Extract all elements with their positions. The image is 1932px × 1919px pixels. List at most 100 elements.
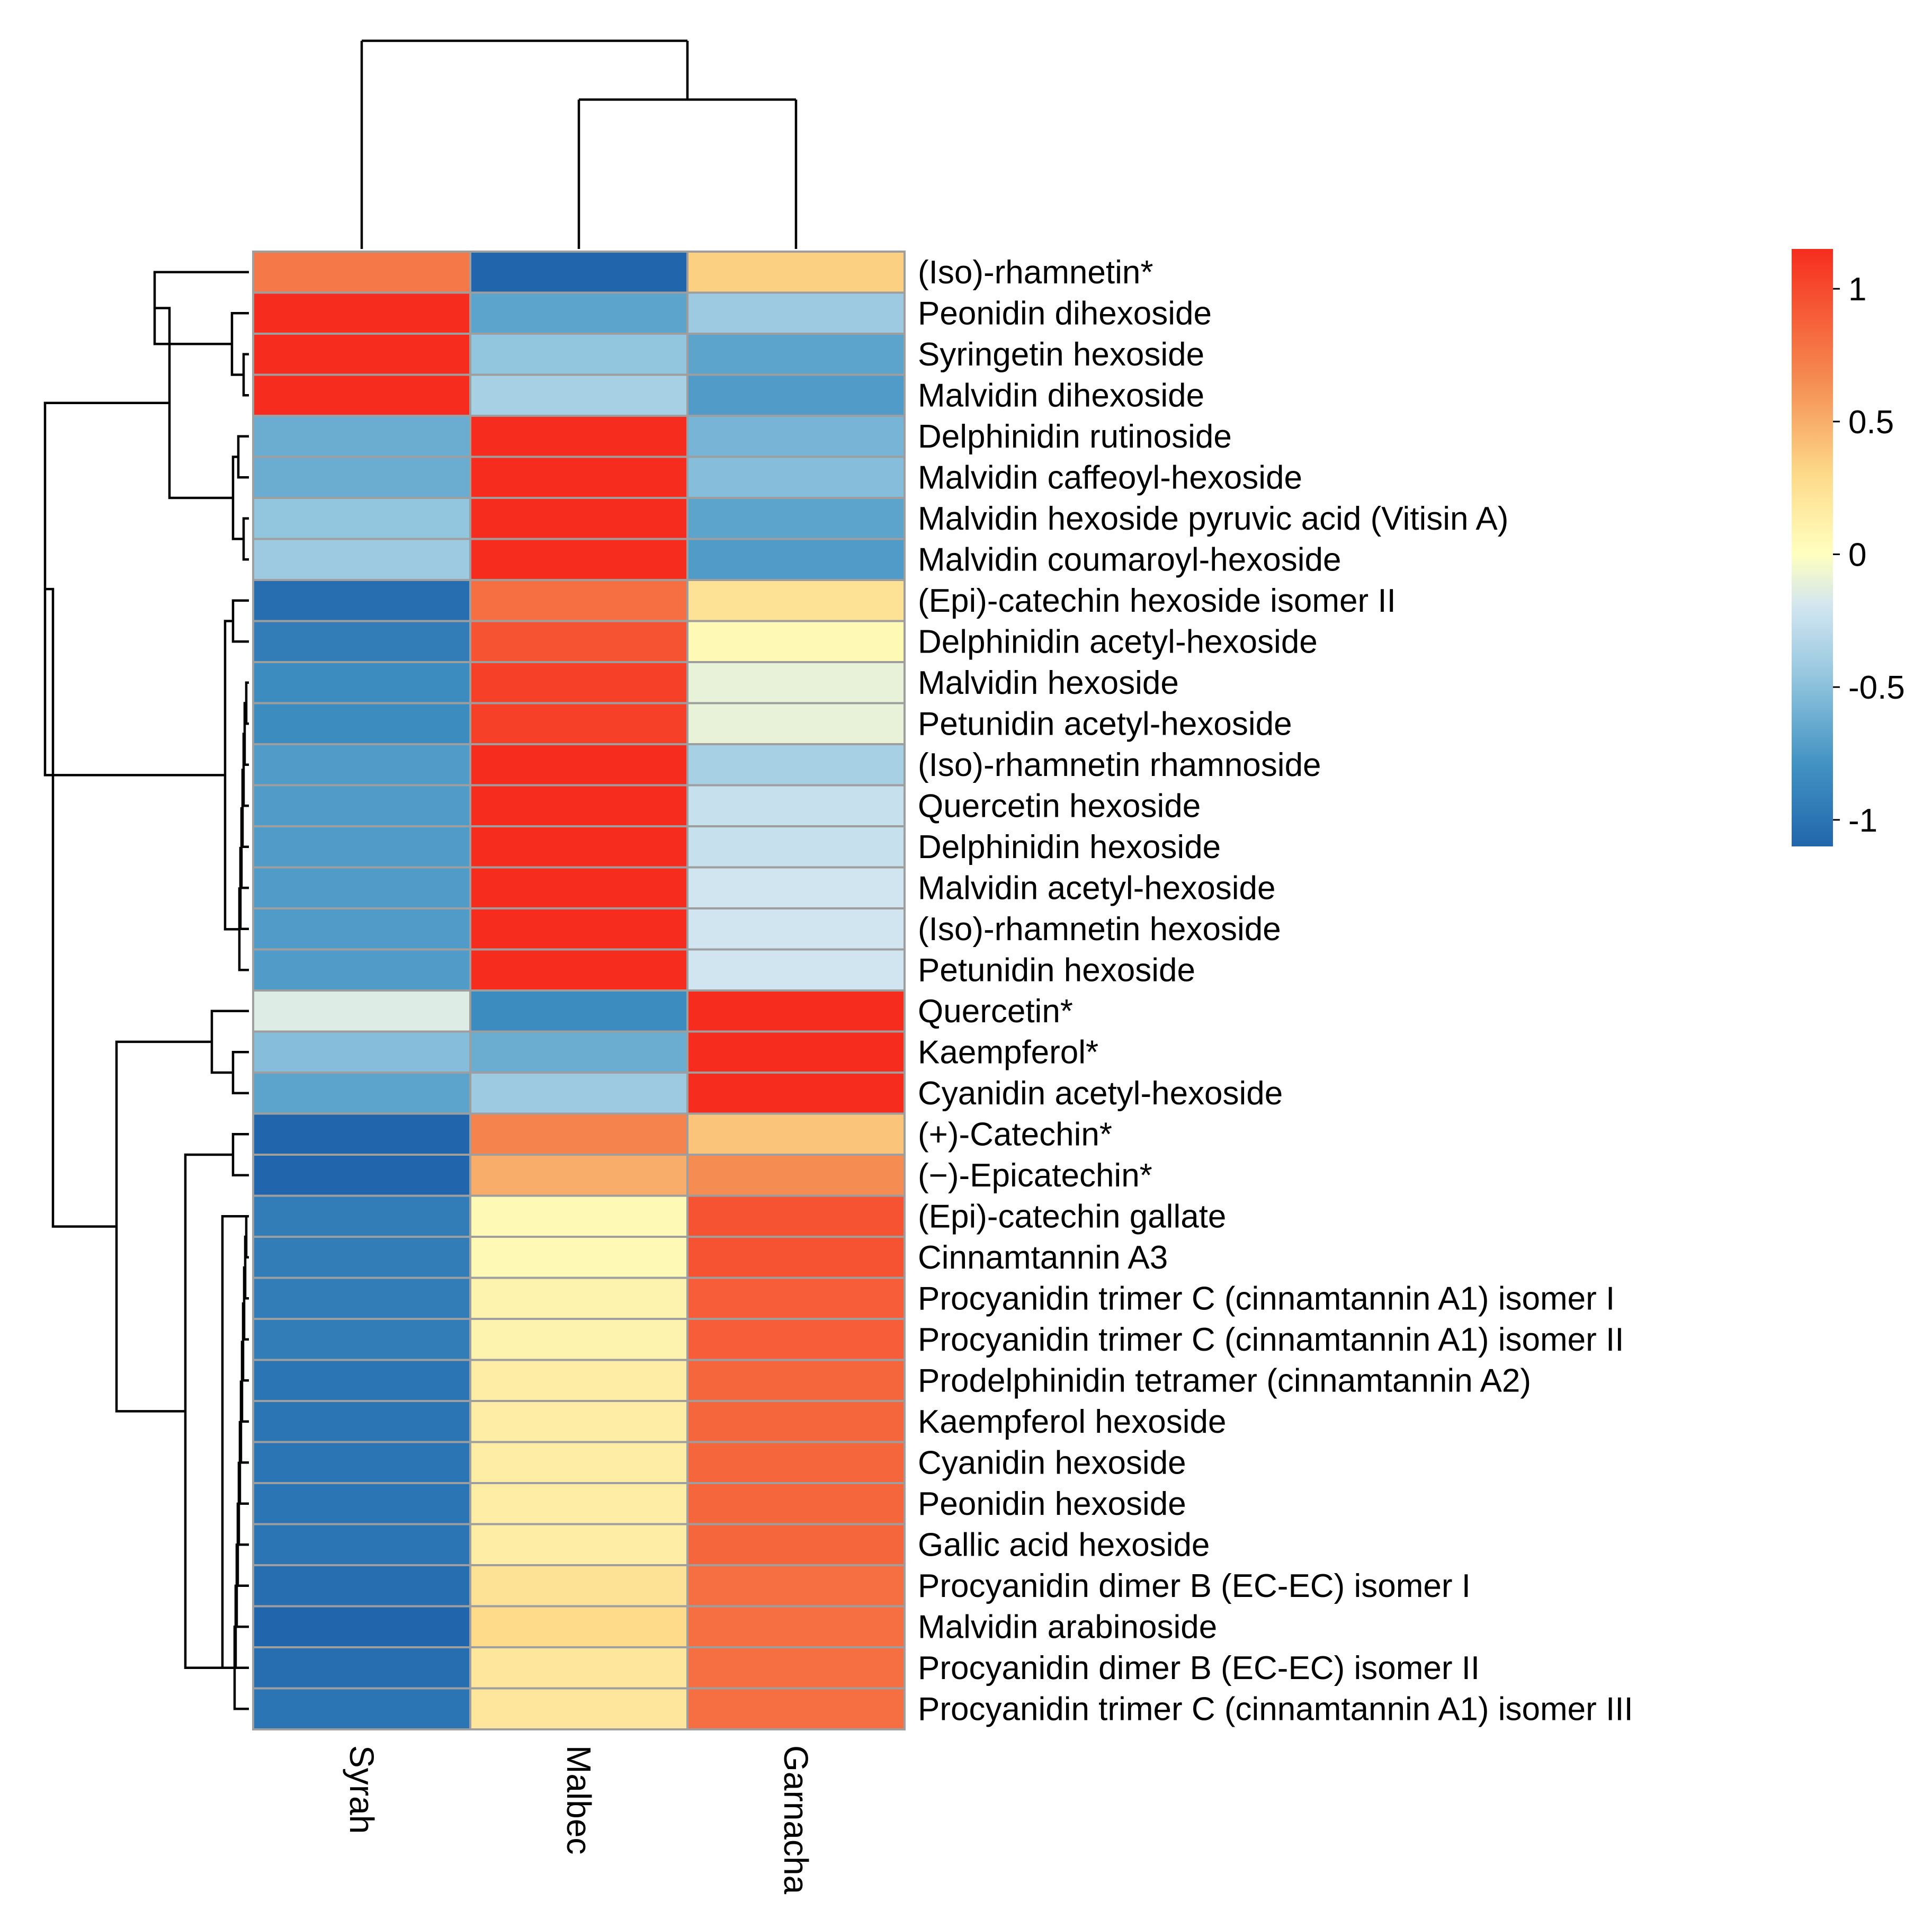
cell-malvidin-dihexoside-malbec xyxy=(469,373,688,417)
dendrogram-branch xyxy=(45,587,117,1228)
row-label: (Iso)-rhamnetin* xyxy=(918,254,1153,291)
cell-delphinidin-rutinoside-malbec xyxy=(469,415,688,458)
heatmap-cells xyxy=(252,251,906,1730)
cell-malvidin-coumaroyl-hexoside-malbec xyxy=(469,538,688,581)
dendrogram-branch xyxy=(240,807,249,889)
column-label: Malbec xyxy=(560,1745,598,1854)
cell-procyanidin-trimer-c-cinnamtannin-a1-isomer-ii-malbec xyxy=(469,1318,688,1361)
row-label: Petunidin acetyl-hexoside xyxy=(918,706,1292,742)
cell-kaempferol-hexoside-syrah xyxy=(252,1400,471,1443)
cell-epi-catechin-hexoside-isomer-ii-garnacha xyxy=(686,579,906,622)
cell-delphinidin-acetyl-hexoside-syrah xyxy=(252,620,471,663)
cell-epicatechin-garnacha xyxy=(686,1154,906,1197)
cell-malvidin-caffeoyl-hexoside-garnacha xyxy=(686,456,906,499)
dendrogram-branch xyxy=(231,1133,249,1176)
legend-color-bar xyxy=(1792,249,1833,846)
cell-gallic-acid-hexoside-syrah xyxy=(252,1523,471,1566)
cell-delphinidin-hexoside-malbec xyxy=(469,825,688,869)
row-label: Kaempferol* xyxy=(918,1034,1098,1070)
cell-epi-catechin-hexoside-isomer-ii-syrah xyxy=(252,579,471,622)
cell-syringetin-hexoside-syrah xyxy=(252,333,471,376)
legend-tick-label: -0.5 xyxy=(1848,670,1905,706)
cell-procyanidin-dimer-b-ec-ec-isomer-ii-malbec xyxy=(469,1646,688,1690)
dendrogram-branch xyxy=(230,312,249,376)
cell-gallic-acid-hexoside-malbec xyxy=(469,1523,688,1566)
cell-iso-rhamnetin-syrah xyxy=(252,251,471,294)
row-labels: (Iso)-rhamnetin* Peonidin dihexoside Syrin… xyxy=(918,254,1633,1728)
cell-syringetin-hexoside-malbec xyxy=(469,333,688,376)
cell-quercetin-garnacha xyxy=(686,989,906,1033)
cell-quercetin-hexoside-syrah xyxy=(252,784,471,827)
cell-peonidin-dihexoside-garnacha xyxy=(686,291,906,335)
cell-quercetin-hexoside-malbec xyxy=(469,784,688,827)
dendrogram-branch xyxy=(241,1302,249,1382)
cell-quercetin-malbec xyxy=(469,989,688,1033)
cell-malvidin-acetyl-hexoside-syrah xyxy=(252,866,471,909)
cell-procyanidin-dimer-b-ec-ec-isomer-i-syrah xyxy=(252,1564,471,1608)
row-label: Cyanidin hexoside xyxy=(918,1444,1186,1481)
row-label: Procyanidin trimer C (cinnamtannin A1) i… xyxy=(918,1691,1633,1727)
row-label: Procyanidin dimer B (EC-EC) isomer I xyxy=(918,1568,1471,1604)
cell-epi-catechin-gallate-malbec xyxy=(469,1194,688,1238)
cell-procyanidin-dimer-b-ec-ec-isomer-ii-syrah xyxy=(252,1646,471,1690)
cell-peonidin-dihexoside-syrah xyxy=(252,291,471,335)
cell-peonidin-hexoside-garnacha xyxy=(686,1482,906,1525)
cell-malvidin-coumaroyl-hexoside-garnacha xyxy=(686,538,906,581)
cell-delphinidin-rutinoside-garnacha xyxy=(686,415,906,458)
cell-delphinidin-hexoside-syrah xyxy=(252,825,471,869)
cell-petunidin-hexoside-garnacha xyxy=(686,948,906,992)
cell-quercetin-syrah xyxy=(252,989,471,1033)
column-label: Syrah xyxy=(343,1745,381,1834)
row-label: Malvidin acetyl-hexoside xyxy=(918,870,1275,906)
row-label: Petunidin hexoside xyxy=(918,952,1195,988)
dendrogram-branch xyxy=(184,1153,235,1670)
cell-kaempferol-hexoside-malbec xyxy=(469,1400,688,1443)
cell-catechin-garnacha xyxy=(686,1112,906,1156)
cell-procyanidin-dimer-b-ec-ec-isomer-ii-garnacha xyxy=(686,1646,906,1690)
legend-tick-label: 0.5 xyxy=(1848,404,1894,441)
cell-procyanidin-trimer-c-cinnamtannin-a1-isomer-ii-syrah xyxy=(252,1318,471,1361)
cell-prodelphinidin-tetramer-cinnamtannin-a2-syrah xyxy=(252,1359,471,1402)
cell-malvidin-acetyl-hexoside-garnacha xyxy=(686,866,906,909)
dendrogram-branch xyxy=(245,1215,249,1258)
dendrogram-branch xyxy=(237,435,249,479)
cell-malvidin-arabinoside-malbec xyxy=(469,1605,688,1648)
cell-catechin-syrah xyxy=(252,1112,471,1156)
row-label: Procyanidin trimer C (cinnamtannin A1) i… xyxy=(918,1280,1615,1317)
cell-prodelphinidin-tetramer-cinnamtannin-a2-malbec xyxy=(469,1359,688,1402)
cell-cinnamtannin-a3-garnacha xyxy=(686,1236,906,1279)
cell-catechin-malbec xyxy=(469,1112,688,1156)
row-label: Malvidin arabinoside xyxy=(918,1609,1217,1645)
cell-kaempferol-syrah xyxy=(252,1030,471,1074)
row-label: (Iso)-rhamnetin rhamnoside xyxy=(918,747,1321,783)
column-dendrogram xyxy=(360,39,798,249)
cell-cinnamtannin-a3-syrah xyxy=(252,1236,471,1279)
cell-iso-rhamnetin-rhamnoside-garnacha xyxy=(686,743,906,787)
cell-cinnamtannin-a3-malbec xyxy=(469,1236,688,1279)
cell-iso-rhamnetin-rhamnoside-malbec xyxy=(469,743,688,787)
cell-malvidin-dihexoside-syrah xyxy=(252,373,471,417)
cell-procyanidin-dimer-b-ec-ec-isomer-i-garnacha xyxy=(686,1564,906,1608)
row-label: Delphinidin acetyl-hexoside xyxy=(918,623,1318,660)
dendrogram-branch xyxy=(242,517,249,561)
dendrogram-branch xyxy=(210,1010,249,1074)
cell-malvidin-hexoside-syrah xyxy=(252,661,471,704)
cell-petunidin-acetyl-hexoside-garnacha xyxy=(686,702,906,745)
cell-iso-rhamnetin-rhamnoside-syrah xyxy=(252,743,471,787)
row-label: (+)-Catechin* xyxy=(918,1116,1112,1153)
row-label: Delphinidin rutinoside xyxy=(918,418,1232,455)
cell-iso-rhamnetin-hexoside-garnacha xyxy=(686,907,906,951)
cell-iso-rhamnetin-garnacha xyxy=(686,251,906,294)
cell-procyanidin-trimer-c-cinnamtannin-a1-isomer-iii-garnacha xyxy=(686,1687,906,1730)
cell-kaempferol-hexoside-garnacha xyxy=(686,1400,906,1443)
row-label: (Iso)-rhamnetin hexoside xyxy=(918,911,1281,948)
color-legend: 1 0.5 0 -0.5 -1 xyxy=(1792,249,1905,846)
cell-epi-catechin-gallate-garnacha xyxy=(686,1194,906,1238)
row-dendrogram xyxy=(43,271,249,1710)
cell-malvidin-hexoside-pyruvic-acid-vitisin-a-garnacha xyxy=(686,497,906,540)
legend-tick-label: 1 xyxy=(1848,271,1866,308)
row-label: Cinnamtannin A3 xyxy=(918,1239,1168,1276)
row-label: Quercetin hexoside xyxy=(918,788,1201,824)
cell-iso-rhamnetin-hexoside-syrah xyxy=(252,907,471,951)
cell-malvidin-dihexoside-garnacha xyxy=(686,373,906,417)
